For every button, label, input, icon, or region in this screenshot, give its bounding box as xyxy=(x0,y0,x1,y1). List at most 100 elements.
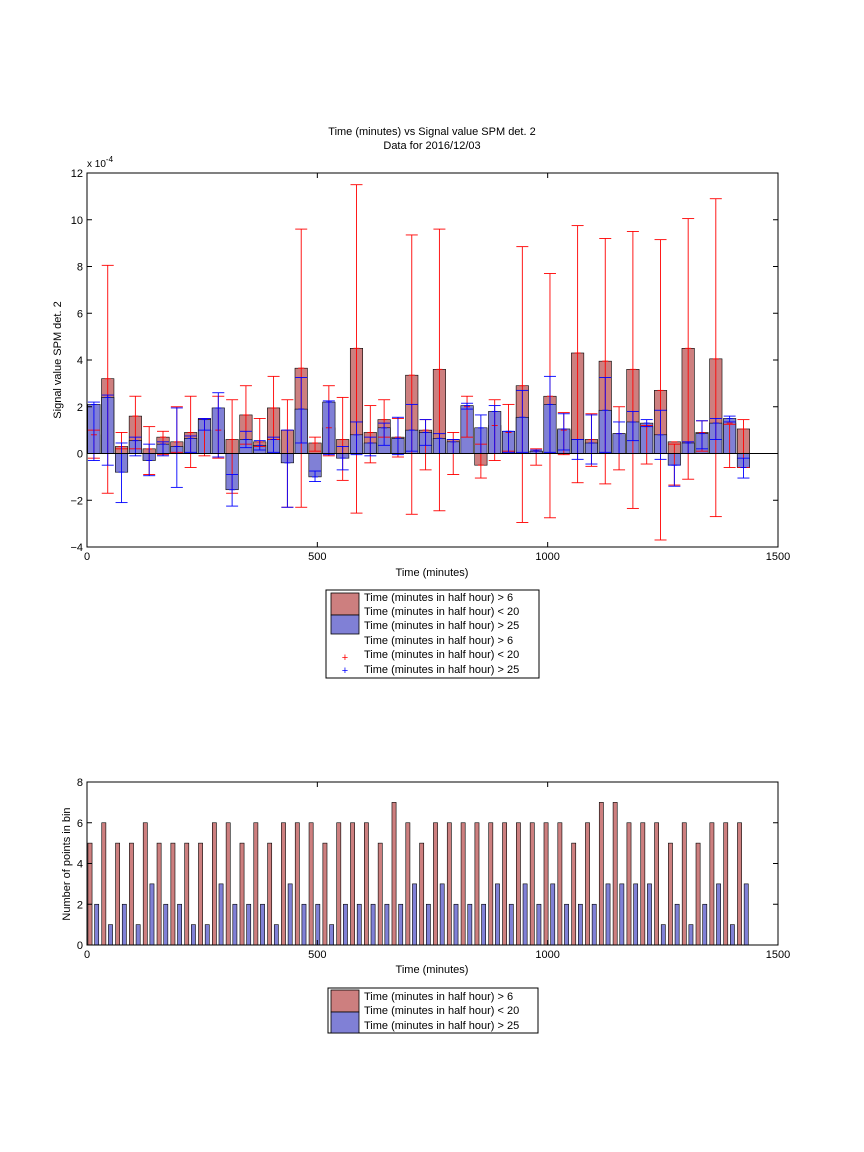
count-bar-series-2 xyxy=(564,903,569,946)
count-bar-series-2 xyxy=(204,924,210,946)
bottom-chart: 0 500 1000 1500 0 2 4 6 8 Time (minutes) Number … xyxy=(61,777,790,1034)
count-bar-series-1 xyxy=(626,822,632,946)
bottom-axes-box xyxy=(86,781,779,946)
top-chart-title: Time (minutes) vs Signal value SPM det. … xyxy=(328,126,535,138)
count-bar-series-2 xyxy=(370,903,376,946)
bottom-chart-bars xyxy=(87,802,749,946)
count-bar-series-2 xyxy=(481,903,487,946)
count-bar-series-1 xyxy=(364,822,369,946)
count-bar-series-1 xyxy=(322,842,328,946)
legend-marker-blue-plus: + xyxy=(342,665,348,677)
count-bar-series-2 xyxy=(730,924,735,946)
count-bar-series-2 xyxy=(439,883,445,946)
count-bar-series-2 xyxy=(591,903,597,946)
count-bar-series-1 xyxy=(129,842,134,946)
top-xtick-label: 500 xyxy=(308,551,326,563)
top-xtick-label: 0 xyxy=(84,551,90,563)
count-bar-series-2 xyxy=(329,924,334,946)
count-bar-series-2 xyxy=(522,883,528,946)
count-bar-series-2 xyxy=(135,924,141,946)
count-bar-series-2 xyxy=(246,903,252,946)
count-bar-series-2 xyxy=(605,883,611,946)
count-bar-series-1 xyxy=(585,822,590,946)
count-bar-series-2 xyxy=(633,883,639,946)
top-chart-exponent: x 10-4 xyxy=(87,155,114,170)
top-ytick-label: 2 xyxy=(77,402,83,414)
bottom-ytick-label: 8 xyxy=(77,777,83,789)
count-bar-series-2 xyxy=(743,883,749,946)
count-bar-series-2 xyxy=(273,924,279,946)
top-chart-axes: 0 500 1000 1500 −4 −2 0 2 4 6 8 10 12 xyxy=(70,168,790,563)
bottom-chart-ylabel: Number of points in bin xyxy=(61,807,73,920)
bottom-xtick-label: 0 xyxy=(84,949,90,961)
count-bar-series-1 xyxy=(543,822,549,946)
legend-entry: Time (minutes in half hour) < 20 xyxy=(364,606,519,618)
count-bar-series-1 xyxy=(156,842,162,946)
count-bar-series-2 xyxy=(550,883,556,946)
count-bar-series-1 xyxy=(184,842,190,946)
legend-entry: Time (minutes in half hour) > 6 xyxy=(364,635,513,647)
count-bar-series-1 xyxy=(294,822,300,946)
count-bar-series-2 xyxy=(94,903,100,946)
count-bar-series-2 xyxy=(495,883,500,946)
count-bar-series-1 xyxy=(598,802,604,946)
count-bar-series-1 xyxy=(474,822,480,946)
count-bar-series-1 xyxy=(502,822,507,946)
count-bar-series-1 xyxy=(460,822,466,946)
count-bar-series-2 xyxy=(674,903,680,946)
count-bar-series-1 xyxy=(87,842,93,946)
count-bar-series-2 xyxy=(467,903,473,946)
count-bar-series-1 xyxy=(529,822,535,946)
legend-swatch-blue xyxy=(330,1011,360,1034)
count-bar-series-1 xyxy=(668,842,673,946)
top-xtick-label: 1500 xyxy=(766,551,790,563)
bottom-xtick-label: 1000 xyxy=(535,949,559,961)
count-bar-series-1 xyxy=(488,822,494,946)
count-bar-series-1 xyxy=(446,822,452,946)
count-bar-series-2 xyxy=(356,903,362,946)
count-bar-series-2 xyxy=(232,903,238,946)
bottom-ytick-label: 6 xyxy=(77,818,83,830)
count-bar-series-1 xyxy=(654,822,659,946)
bottom-ytick-label: 4 xyxy=(77,859,83,871)
count-bar-series-1 xyxy=(391,802,397,946)
count-bar-series-1 xyxy=(239,842,245,946)
top-chart-subtitle: Data for 2016/12/03 xyxy=(383,140,480,152)
count-bar-series-2 xyxy=(578,903,583,946)
legend-entry: Time (minutes in half hour) > 6 xyxy=(364,592,513,604)
count-bar-series-2 xyxy=(384,903,390,946)
count-bar-series-1 xyxy=(571,842,577,946)
count-bar-series-2 xyxy=(412,883,417,946)
count-bar-series-1 xyxy=(308,822,314,946)
top-axes-box xyxy=(86,172,779,548)
top-ytick-label: 6 xyxy=(77,308,83,320)
count-bar-series-1 xyxy=(612,802,618,946)
bottom-ytick-label: 2 xyxy=(77,899,83,911)
count-bar-series-2 xyxy=(619,883,625,946)
count-bar-series-2 xyxy=(508,903,514,946)
top-ytick-label: 4 xyxy=(77,355,83,367)
top-chart-bars xyxy=(87,184,750,541)
count-bar-series-1 xyxy=(557,822,563,946)
count-bar-series-2 xyxy=(660,924,666,946)
count-bar-series-1 xyxy=(267,842,273,946)
count-bar-series-2 xyxy=(149,883,155,946)
top-chart-legend: Time (minutes in half hour) > 6 Time (mi… xyxy=(325,589,540,679)
count-bar-series-1 xyxy=(225,822,231,946)
count-bar-series-1 xyxy=(377,842,383,946)
count-bar-series-1 xyxy=(433,822,438,946)
count-bar-series-1 xyxy=(709,822,715,946)
count-bar-series-2 xyxy=(218,883,224,946)
count-bar-series-1 xyxy=(101,822,107,946)
count-bar-series-2 xyxy=(425,903,431,946)
top-ytick-label: 12 xyxy=(71,168,83,180)
count-bar-series-2 xyxy=(121,903,127,946)
count-bar-series-2 xyxy=(688,924,694,946)
top-ytick-label: −4 xyxy=(70,542,83,554)
legend-entry: Time (minutes in half hour) > 6 xyxy=(364,991,513,1003)
count-bar-series-1 xyxy=(350,822,355,946)
count-bar-series-1 xyxy=(419,842,425,946)
count-bar-series-2 xyxy=(163,903,169,946)
bottom-chart-xlabel: Time (minutes) xyxy=(396,964,469,976)
